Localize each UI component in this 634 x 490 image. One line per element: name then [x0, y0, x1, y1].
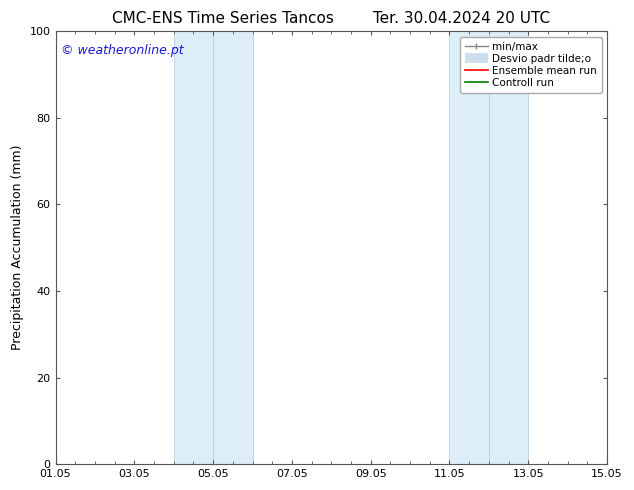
- Bar: [174, 31, 213, 464]
- Title: CMC-ENS Time Series Tancos        Ter. 30.04.2024 20 UTC: CMC-ENS Time Series Tancos Ter. 30.04.20…: [112, 11, 550, 26]
- Text: © weatheronline.pt: © weatheronline.pt: [61, 45, 184, 57]
- Bar: [489, 31, 528, 464]
- Legend: min/max, Desvio padr tilde;o, Ensemble mean run, Controll run: min/max, Desvio padr tilde;o, Ensemble m…: [460, 37, 602, 93]
- Bar: [450, 31, 489, 464]
- Bar: [213, 31, 252, 464]
- Y-axis label: Precipitation Accumulation (mm): Precipitation Accumulation (mm): [11, 145, 24, 350]
